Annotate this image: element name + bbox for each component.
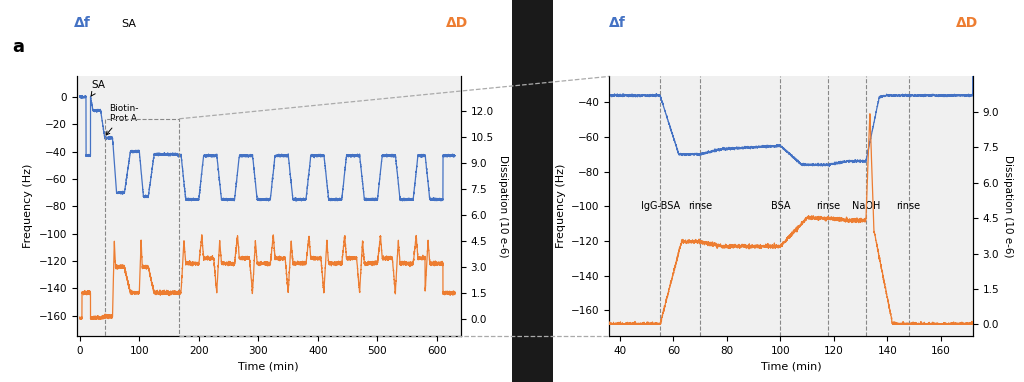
Text: SA: SA <box>121 19 136 29</box>
Text: ΔD: ΔD <box>445 16 468 30</box>
Y-axis label: Dissipation (10 e-6): Dissipation (10 e-6) <box>1004 155 1013 257</box>
Text: Biotin-
Prot A: Biotin- Prot A <box>106 104 139 135</box>
Text: BSA: BSA <box>771 201 791 211</box>
Text: rinse: rinse <box>897 201 921 211</box>
X-axis label: Time (min): Time (min) <box>239 361 299 371</box>
Text: NaOH: NaOH <box>852 201 880 211</box>
X-axis label: Time (min): Time (min) <box>761 361 821 371</box>
Text: ΔD: ΔD <box>955 16 978 30</box>
Y-axis label: Frequency (Hz): Frequency (Hz) <box>23 164 33 248</box>
Y-axis label: Frequency (Hz): Frequency (Hz) <box>555 164 565 248</box>
Text: rinse: rinse <box>816 201 841 211</box>
Text: rinse: rinse <box>688 201 713 211</box>
Text: IgG-BSA: IgG-BSA <box>640 201 680 211</box>
Text: a: a <box>12 38 25 56</box>
Text: SA: SA <box>91 80 105 96</box>
Y-axis label: Dissipation (10 e-6): Dissipation (10 e-6) <box>498 155 508 257</box>
Text: Δf: Δf <box>609 16 626 30</box>
Text: Δf: Δf <box>74 16 90 30</box>
